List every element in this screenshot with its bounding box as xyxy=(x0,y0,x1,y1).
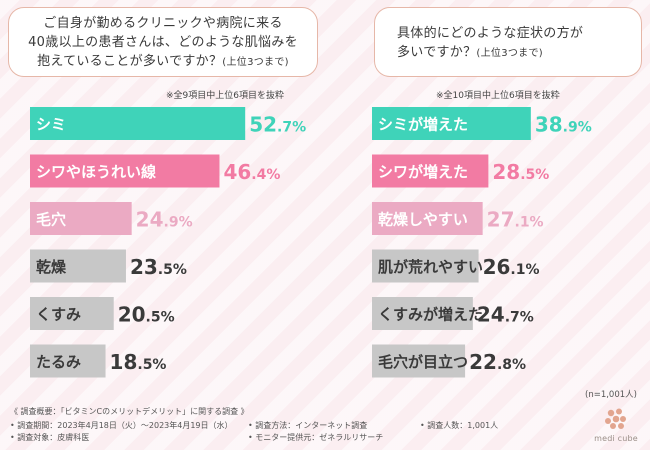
bar-left-3 xyxy=(30,249,126,283)
footer-count: • 調査人数：1,001人 xyxy=(420,421,499,430)
value-label-right-5: 22.8% xyxy=(469,350,526,374)
footer-target: • 調査対象：皮膚科医 xyxy=(10,433,90,442)
bar-right-4 xyxy=(372,297,473,330)
value-label-left-5: 18.5% xyxy=(110,350,167,374)
bar-left-4 xyxy=(30,297,114,330)
bar-label-left-0: シミ xyxy=(36,116,66,134)
footer-overview: 《 調査概要：「ビタミンCのメリットデメリット」に関する調査 》 xyxy=(10,407,249,416)
bar-label-left-2: 毛穴 xyxy=(36,211,66,229)
bar-left-5 xyxy=(30,344,106,378)
question-left-line3-small: (上位3つまで) xyxy=(222,57,289,68)
question-left-line2: 40歳以上の患者さんは、どのような肌悩みを xyxy=(28,35,298,50)
bar-label-left-1: シワやほうれい線 xyxy=(36,163,156,181)
sample-size-note: (n=1,001人) xyxy=(585,390,637,400)
chart-right-svg: シミが増えた 38.9% シワが増えた 28.5% 乾燥しやすい 27.1% 肌が荒れやすい… xyxy=(372,107,592,378)
value-label-left-4: 20.5% xyxy=(118,303,175,327)
question-left-line1: ご自身が勤めるクリニックや病院に来る xyxy=(43,16,283,31)
question-left-line3: 抱えていることが多いですか？(上位3つまで) xyxy=(17,52,309,72)
question-right-line2-small: (上位3つまで) xyxy=(476,48,543,59)
bar-label-right-0: シミが増えた xyxy=(378,116,468,134)
value-label-left-0: 52.7% xyxy=(249,113,306,137)
brand-logo-icon xyxy=(605,408,626,429)
footer-period: • 調査期間：2023年4月18日（火）～2023年4月19日（水） xyxy=(10,421,233,430)
chart-left: シミ 52.7% シワやほうれい線 46.4% 毛穴 24.9% 乾燥 23.5% くすみ 20.… xyxy=(30,107,306,397)
value-label-left-1: 46.4% xyxy=(223,160,280,184)
value-label-left-3: 23.5% xyxy=(130,255,187,279)
bar-label-right-2: 乾燥しやすい xyxy=(378,211,468,229)
bar-right-2 xyxy=(372,202,483,235)
bar-label-right-3: 肌が荒れやすい xyxy=(378,258,483,276)
question-left-line3-text: 抱えていることが多いですか？ xyxy=(37,54,223,69)
bar-label-right-5: 毛穴が目立つ xyxy=(378,353,468,371)
brand-logo: medi cube xyxy=(594,408,638,444)
value-label-right-3: 26.1% xyxy=(483,255,540,279)
bar-label-left-5: たるみ xyxy=(36,353,81,371)
bar-right-1 xyxy=(372,154,489,188)
question-right-line2-text: 多いですか？ xyxy=(397,45,477,60)
chart-left-svg: シミ 52.7% シワやほうれい線 46.4% 毛穴 24.9% 乾燥 23.5% くすみ 20.… xyxy=(30,107,306,378)
bar-label-left-4: くすみ xyxy=(36,306,81,324)
chart-right: シミが増えた 38.9% シワが増えた 28.5% 乾燥しやすい 27.1% 肌が荒れやすい… xyxy=(372,107,642,397)
footer-method: • 調査方法：インターネット調査 xyxy=(248,421,368,430)
bar-right-5 xyxy=(372,344,466,378)
question-bubble-right: 具体的にどのような症状の方が 多いですか？(上位3つまで) xyxy=(374,7,642,77)
brand-logo-text: medi cube xyxy=(594,434,638,443)
footer-provider: • モニター提供元：ゼネラルリサーチ xyxy=(248,433,384,442)
question-right-line1: 具体的にどのような症状の方が xyxy=(397,26,584,41)
note-left: ※全9項目中上位6項目を抜粋 xyxy=(166,91,284,101)
question-bubble-left: ご自身が勤めるクリニックや病院に来る 40歳以上の患者さんは、どのような肌悩みを… xyxy=(8,7,318,77)
value-label-right-1: 28.5% xyxy=(492,160,549,184)
bar-label-right-4: くすみが増えた xyxy=(378,306,483,324)
value-label-right-0: 38.9% xyxy=(535,113,592,137)
bar-right-3 xyxy=(372,249,479,283)
value-label-left-2: 24.9% xyxy=(136,208,193,232)
bar-left-0 xyxy=(30,107,246,140)
bar-left-1 xyxy=(30,154,220,188)
value-label-right-4: 24.7% xyxy=(477,303,534,327)
value-label-right-2: 27.1% xyxy=(487,208,544,232)
bar-right-0 xyxy=(372,107,531,140)
bar-label-left-3: 乾燥 xyxy=(36,258,67,276)
note-right: ※全10項目中上位6項目を抜粋 xyxy=(436,91,560,101)
bar-label-right-1: シワが増えた xyxy=(378,163,468,181)
question-right-line2: 多いですか？(上位3つまで) xyxy=(397,43,633,63)
bar-left-2 xyxy=(30,202,132,235)
